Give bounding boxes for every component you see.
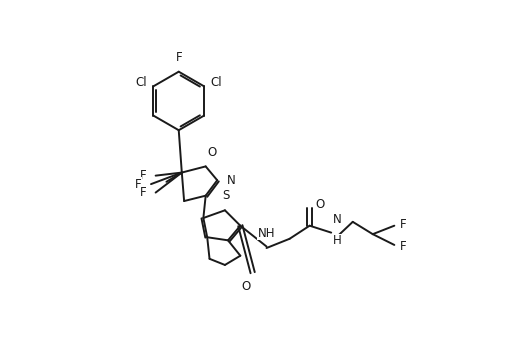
Text: O: O: [316, 198, 325, 211]
Text: F: F: [400, 218, 406, 231]
Text: N: N: [227, 174, 235, 187]
Text: Cl: Cl: [136, 76, 147, 89]
Text: NH: NH: [258, 226, 275, 239]
Text: O: O: [242, 280, 251, 293]
Text: F: F: [135, 177, 141, 190]
Text: F: F: [400, 240, 406, 253]
Text: S: S: [222, 189, 230, 202]
Text: F: F: [140, 169, 146, 182]
Text: F: F: [175, 51, 182, 64]
Text: H: H: [333, 234, 341, 247]
Text: O: O: [207, 147, 216, 159]
Text: N: N: [333, 213, 341, 226]
Text: Cl: Cl: [210, 76, 222, 89]
Text: F: F: [140, 186, 146, 199]
